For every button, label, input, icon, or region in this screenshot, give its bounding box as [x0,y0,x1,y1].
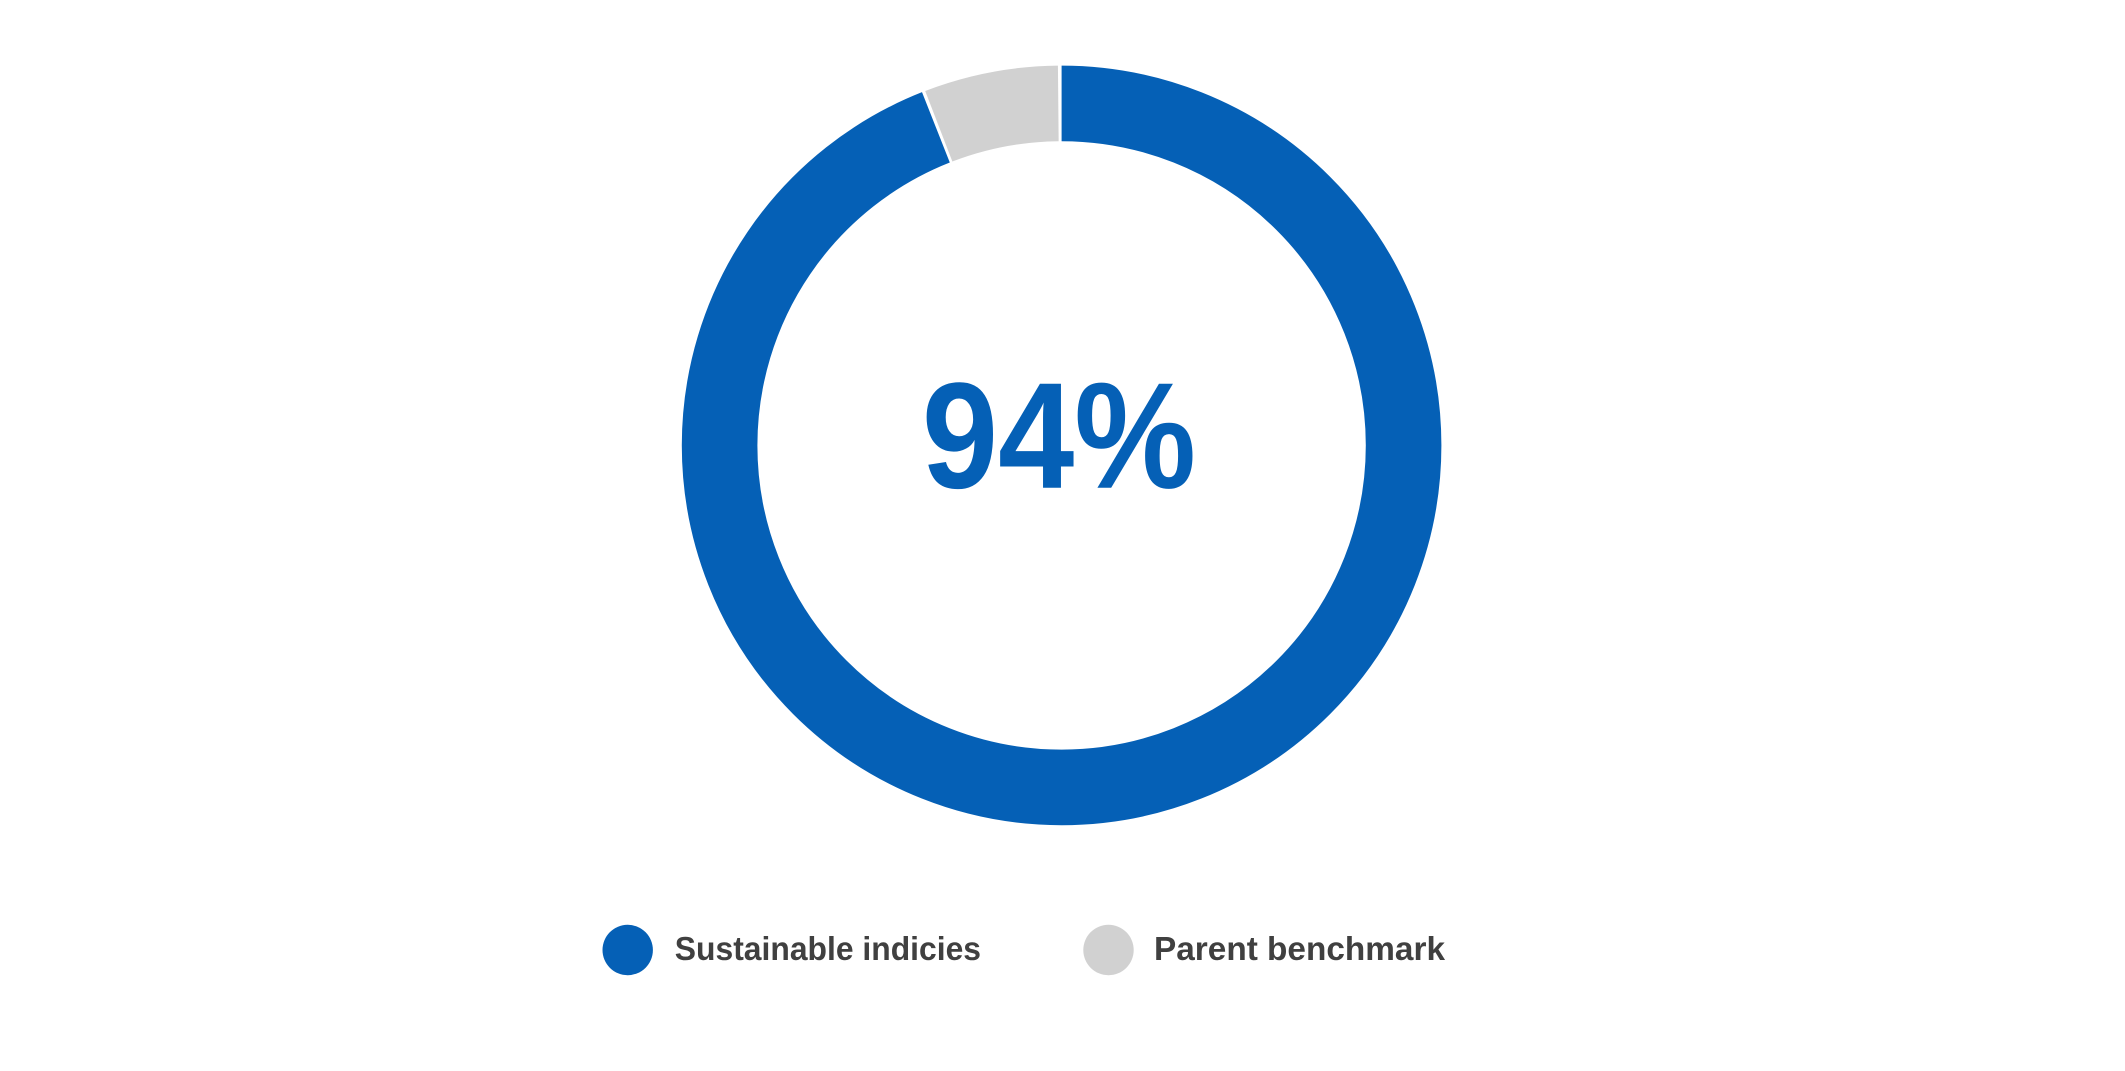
svg-text:Parent benchmark: Parent benchmark [1154,931,1445,968]
svg-text:94%: 94% [922,351,1196,520]
svg-text:Sustainable indicies: Sustainable indicies [675,931,981,968]
